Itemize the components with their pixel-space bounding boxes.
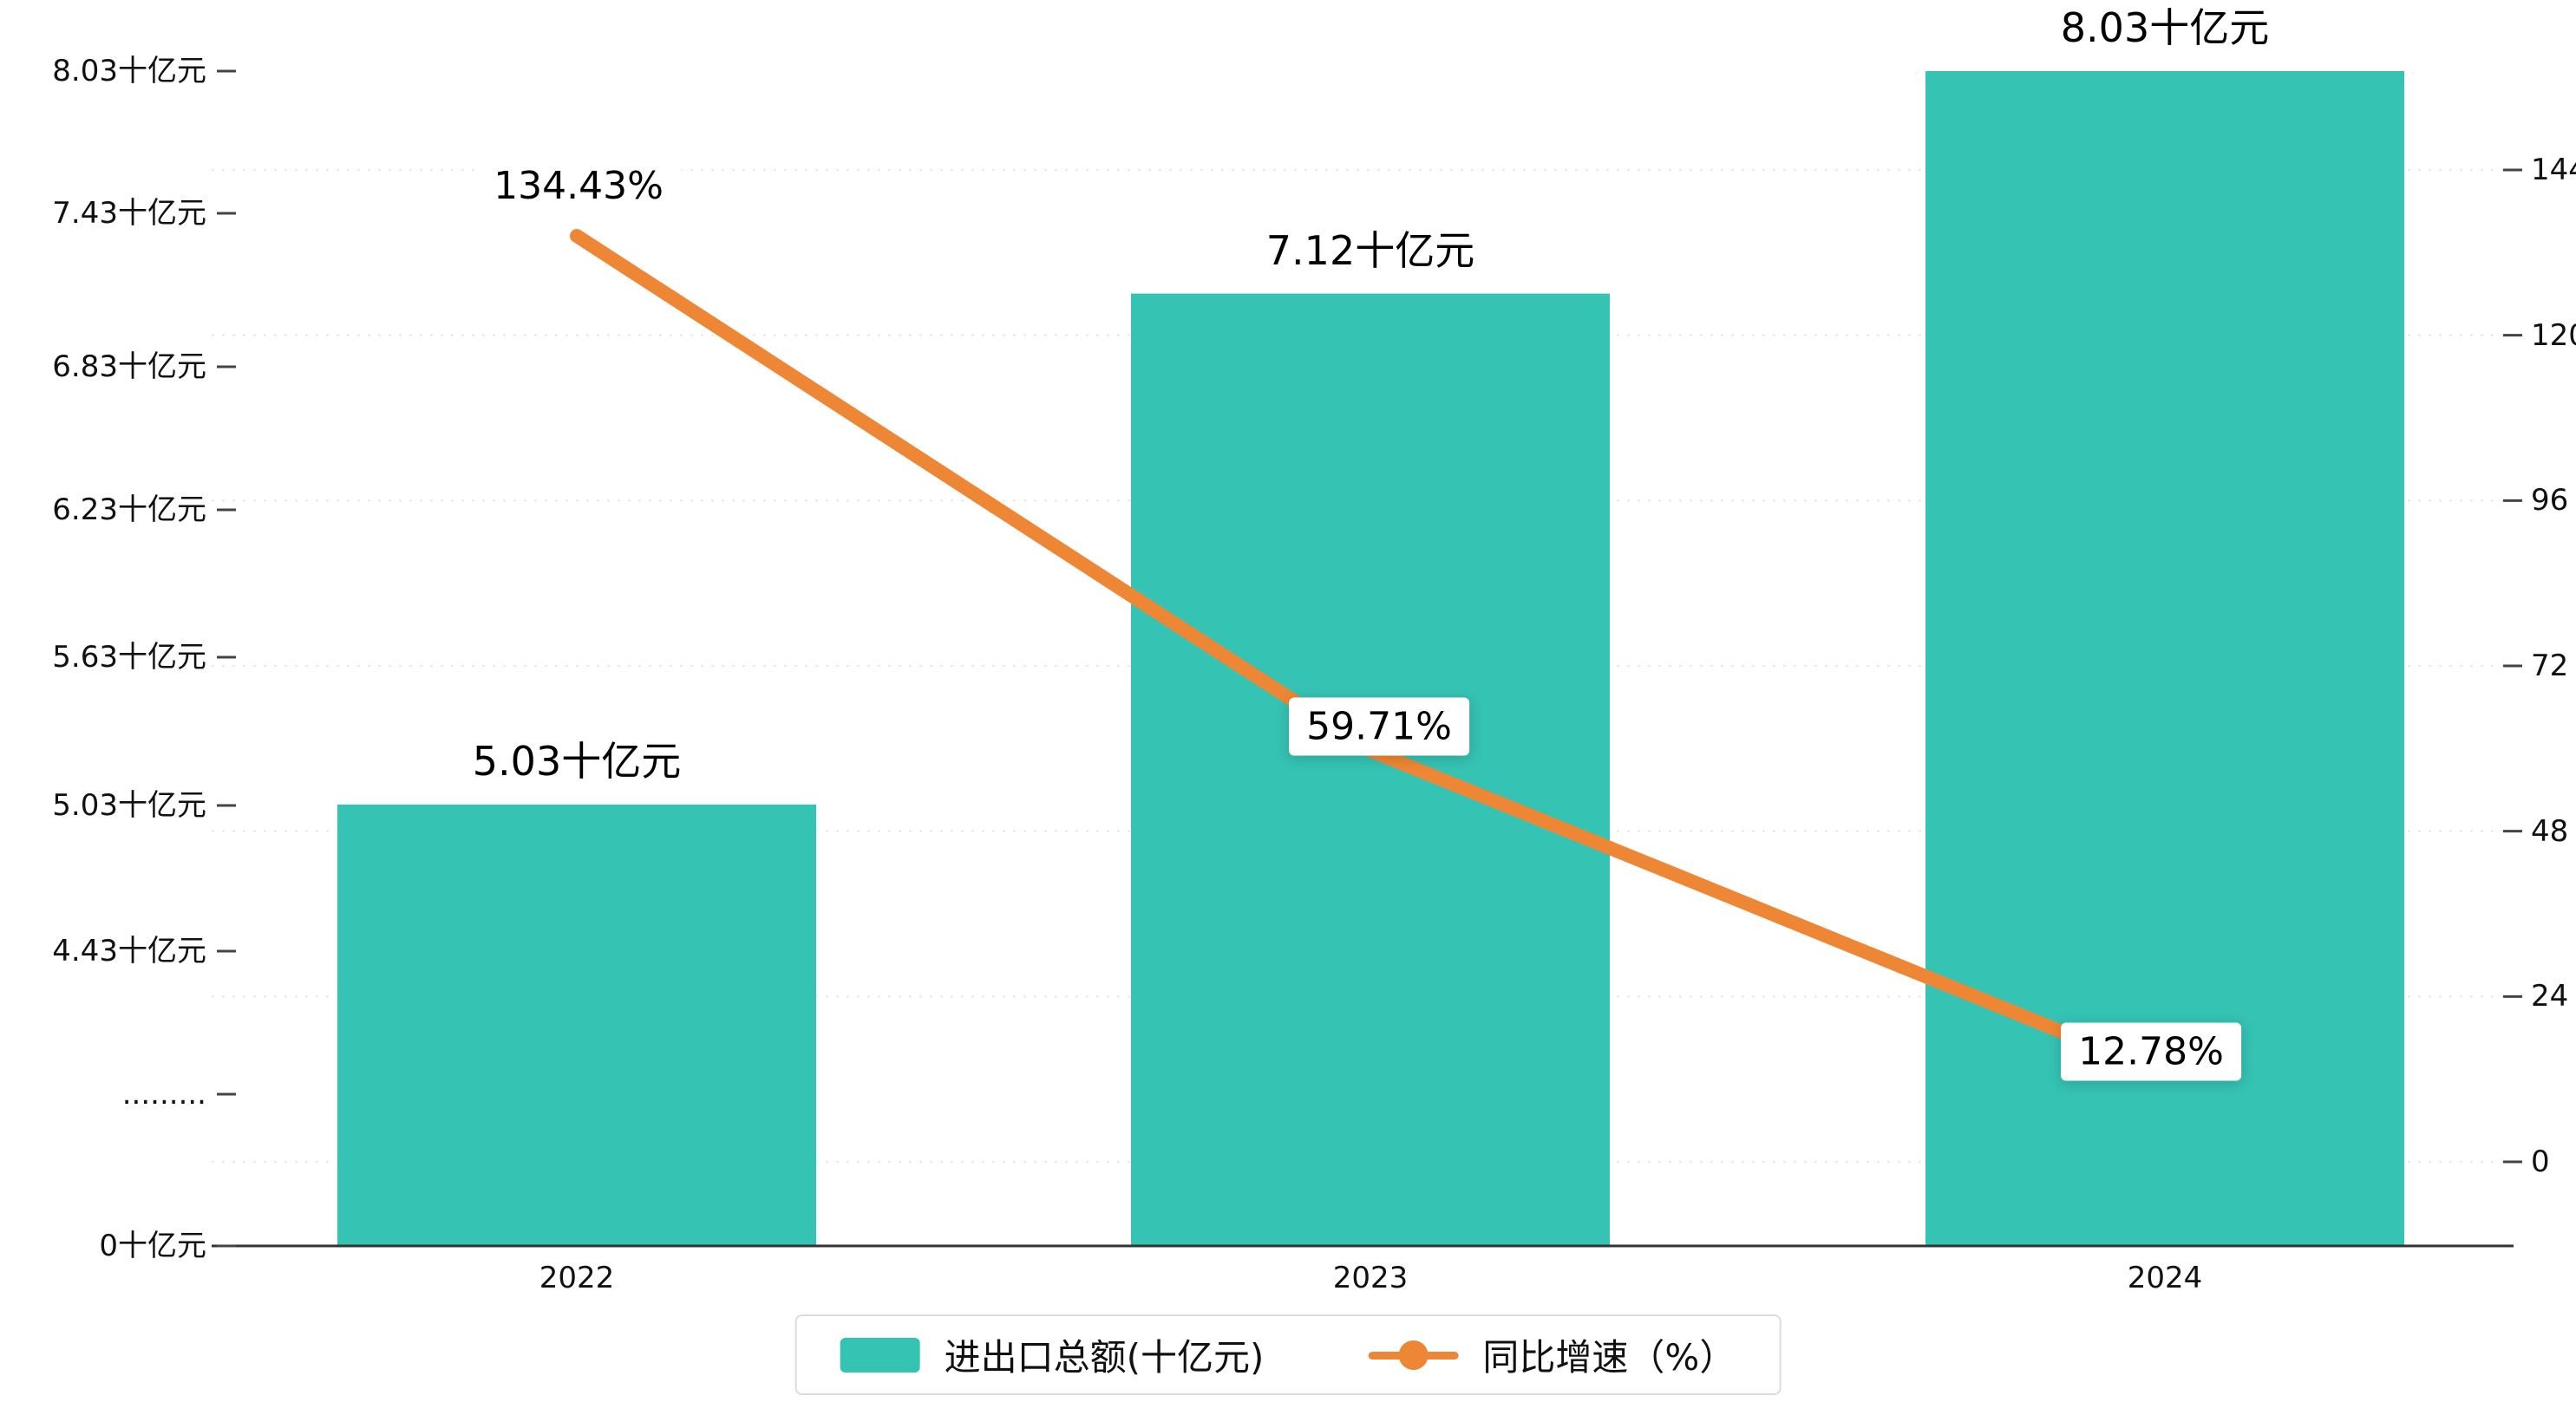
right-axis-tick-label: 48 xyxy=(2531,813,2569,849)
right-axis-tick-label: 96 xyxy=(2531,483,2569,518)
legend: 进出口总额(十亿元) 同比增速（%） xyxy=(794,1314,1782,1395)
legend-label-line-series: 同比增速（%） xyxy=(1482,1336,1736,1379)
right-axis-tick-label: 120 xyxy=(2531,317,2576,353)
right-axis-tick-label: 72 xyxy=(2531,649,2569,683)
left-axis-tick-label: 6.83十亿元 xyxy=(52,349,206,384)
legend-label-bar-series: 进出口总额(十亿元) xyxy=(944,1336,1265,1379)
bar-2023[interactable] xyxy=(1131,293,1610,1246)
x-axis-label-2023: 2023 xyxy=(1332,1261,1409,1295)
line-value-label: 59.71% xyxy=(1289,697,1469,756)
bar-value-label: 7.12十亿元 xyxy=(1245,213,1496,282)
legend-item-bar-series[interactable]: 进出口总额(十亿元) xyxy=(840,1328,1265,1381)
right-axis-tick-label: 144 xyxy=(2531,153,2576,187)
left-axis-tick-label: 8.03十亿元 xyxy=(52,54,206,88)
left-axis-tick-label: 5.03十亿元 xyxy=(52,788,206,823)
x-axis-label-2022: 2022 xyxy=(539,1261,615,1295)
left-axis-tick-label: 0十亿元 xyxy=(99,1229,206,1263)
x-axis-label-2024: 2024 xyxy=(2127,1261,2203,1295)
left-axis-tick-label: 7.43十亿元 xyxy=(52,196,206,231)
bar-value-label: 8.03十亿元 xyxy=(2039,0,2291,60)
left-axis-tick-label: 5.63十亿元 xyxy=(52,640,206,675)
right-axis-tick-label: 0 xyxy=(2531,1144,2550,1179)
left-axis-tick-label: 6.23十亿元 xyxy=(52,492,206,527)
legend-item-line-series[interactable]: 同比增速（%） xyxy=(1368,1328,1736,1381)
bar-2022[interactable] xyxy=(337,804,816,1246)
bar-value-label: 5.03十亿元 xyxy=(451,724,703,792)
left-axis-tick-label: 4.43十亿元 xyxy=(52,934,206,968)
line-value-label: 134.43% xyxy=(476,157,681,216)
line-value-label: 12.78% xyxy=(2061,1022,2241,1081)
line-series-swatch-icon xyxy=(1368,1338,1459,1373)
right-axis-tick-label: 24 xyxy=(2531,979,2569,1014)
bar-series-swatch-icon xyxy=(840,1337,920,1373)
left-axis-tick-label: ......... xyxy=(121,1077,206,1112)
